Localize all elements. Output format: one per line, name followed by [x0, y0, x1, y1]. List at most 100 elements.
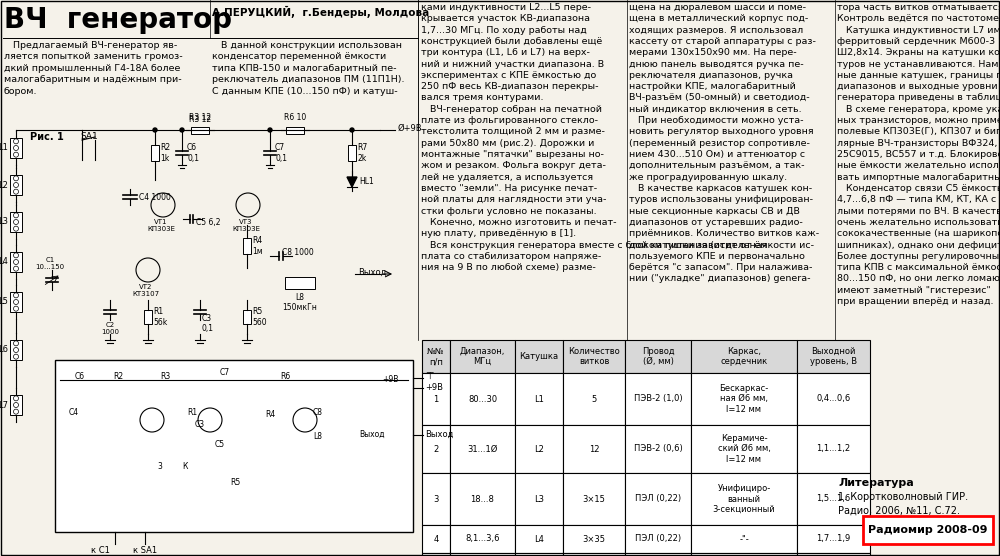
Bar: [515, 425, 563, 473]
Text: R1: R1: [187, 408, 197, 417]
Text: L2: L2: [0, 181, 8, 190]
Text: R3 12: R3 12: [189, 116, 211, 125]
Bar: [625, 425, 691, 473]
Bar: [691, 340, 797, 373]
Circle shape: [180, 128, 184, 132]
Text: Выход: Выход: [359, 430, 385, 439]
Bar: [151, 145, 159, 161]
Text: C7: C7: [220, 368, 230, 377]
Text: +9В: +9В: [382, 375, 398, 384]
Circle shape: [268, 128, 272, 132]
Bar: [422, 340, 450, 373]
Bar: [10, 175, 22, 195]
Text: 8,1...3,6: 8,1...3,6: [465, 534, 500, 544]
Bar: [797, 473, 870, 525]
Text: Провод
(Ø, мм): Провод (Ø, мм): [642, 347, 674, 366]
Text: 12: 12: [589, 444, 599, 454]
Text: К: К: [182, 462, 188, 471]
Text: ПЭВ-2 (1,0): ПЭВ-2 (1,0): [634, 395, 682, 404]
Text: C5 6,2: C5 6,2: [196, 218, 220, 227]
Text: C4: C4: [69, 408, 79, 417]
Bar: [10, 212, 22, 232]
Text: 18...8: 18...8: [471, 494, 494, 504]
Text: Выход: Выход: [425, 429, 453, 439]
Text: L4: L4: [0, 257, 8, 266]
Text: 31...1Ø: 31...1Ø: [467, 444, 498, 454]
Text: C2
1000: C2 1000: [101, 322, 119, 335]
Text: C6: C6: [75, 372, 85, 381]
Bar: [515, 553, 563, 556]
Bar: [422, 525, 450, 553]
Text: Радиомир 2008-09: Радиомир 2008-09: [868, 525, 988, 535]
Bar: [144, 310, 152, 324]
Text: -"-: -"-: [739, 534, 749, 544]
Circle shape: [153, 128, 157, 132]
Bar: [450, 525, 515, 553]
Text: L8: L8: [314, 432, 322, 441]
Text: 3: 3: [158, 462, 162, 471]
Text: Рис. 1: Рис. 1: [30, 132, 64, 142]
Bar: [243, 310, 251, 324]
Text: C8: C8: [313, 408, 323, 417]
Text: ПЭЛ (0,22): ПЭЛ (0,22): [635, 534, 681, 544]
Bar: [422, 553, 450, 556]
Bar: [691, 425, 797, 473]
Bar: [450, 425, 515, 473]
Text: Количество
витков: Количество витков: [568, 347, 620, 366]
Bar: [563, 473, 625, 525]
Bar: [691, 473, 797, 525]
Text: C6
0,1: C6 0,1: [187, 143, 199, 163]
Bar: [625, 473, 691, 525]
Text: 1,1...1,2: 1,1...1,2: [816, 444, 851, 454]
Bar: [10, 395, 22, 415]
Text: SA1: SA1: [80, 132, 98, 141]
Text: C3
0,1: C3 0,1: [202, 314, 214, 334]
Text: L6: L6: [0, 345, 8, 355]
Text: R3: R3: [160, 372, 170, 381]
Text: L3: L3: [534, 494, 544, 504]
Bar: [691, 553, 797, 556]
Text: 1,5...1,6: 1,5...1,6: [816, 494, 851, 504]
Bar: [10, 340, 22, 360]
Text: C8 1000: C8 1000: [282, 248, 314, 257]
Text: 2: 2: [433, 444, 439, 454]
Bar: [797, 553, 870, 556]
Text: L8
150мкГн: L8 150мкГн: [283, 293, 317, 312]
Text: L3: L3: [0, 217, 8, 226]
Text: R6: R6: [280, 372, 290, 381]
Text: тора часть витков отматывается.
Контроль ведётся по частотомеру.
   Катушка инду: тора часть витков отматывается. Контроль…: [837, 3, 1000, 306]
Text: R4: R4: [265, 410, 275, 419]
Text: C1
10...150: C1 10...150: [35, 257, 65, 270]
Text: 1. Коротковолновый ГИР.
Радио, 2006, №11, С.72.: 1. Коротковолновый ГИР. Радио, 2006, №11…: [838, 492, 968, 515]
Text: L7: L7: [0, 400, 8, 410]
Text: 3×35: 3×35: [582, 534, 606, 544]
Bar: [348, 145, 356, 161]
Text: R1
56k: R1 56k: [153, 307, 167, 327]
Text: В данной конструкции использован
конденсатор переменной ёмкости
типа КПВ-150 и м: В данной конструкции использован конденс…: [212, 41, 404, 96]
Bar: [625, 553, 691, 556]
Text: ками индуктивности L2...L5 пере-
крывается участок КВ-диапазона
1,7...30 МГц. По: ками индуктивности L2...L5 пере- крывает…: [421, 3, 767, 272]
Bar: [515, 525, 563, 553]
Bar: [563, 373, 625, 425]
Bar: [625, 373, 691, 425]
Bar: [691, 525, 797, 553]
Bar: [691, 373, 797, 425]
Text: Выход: Выход: [358, 268, 386, 277]
Bar: [450, 373, 515, 425]
Text: L4: L4: [534, 534, 544, 544]
Bar: [563, 425, 625, 473]
Text: к SA1: к SA1: [133, 546, 157, 555]
Bar: [422, 473, 450, 525]
Text: Ø+9В: Ø+9В: [398, 123, 423, 132]
Bar: [797, 373, 870, 425]
Text: ПЭЛ (0,22): ПЭЛ (0,22): [635, 494, 681, 504]
Bar: [243, 238, 251, 254]
Bar: [563, 553, 625, 556]
Text: 0,4...0,6: 0,4...0,6: [816, 395, 851, 404]
Bar: [797, 525, 870, 553]
Text: L5: L5: [0, 297, 8, 306]
Text: 80...30: 80...30: [468, 395, 497, 404]
Bar: [191, 127, 209, 133]
Text: R3 12: R3 12: [189, 113, 211, 122]
Text: Диапазон,
МГц: Диапазон, МГц: [460, 347, 505, 366]
